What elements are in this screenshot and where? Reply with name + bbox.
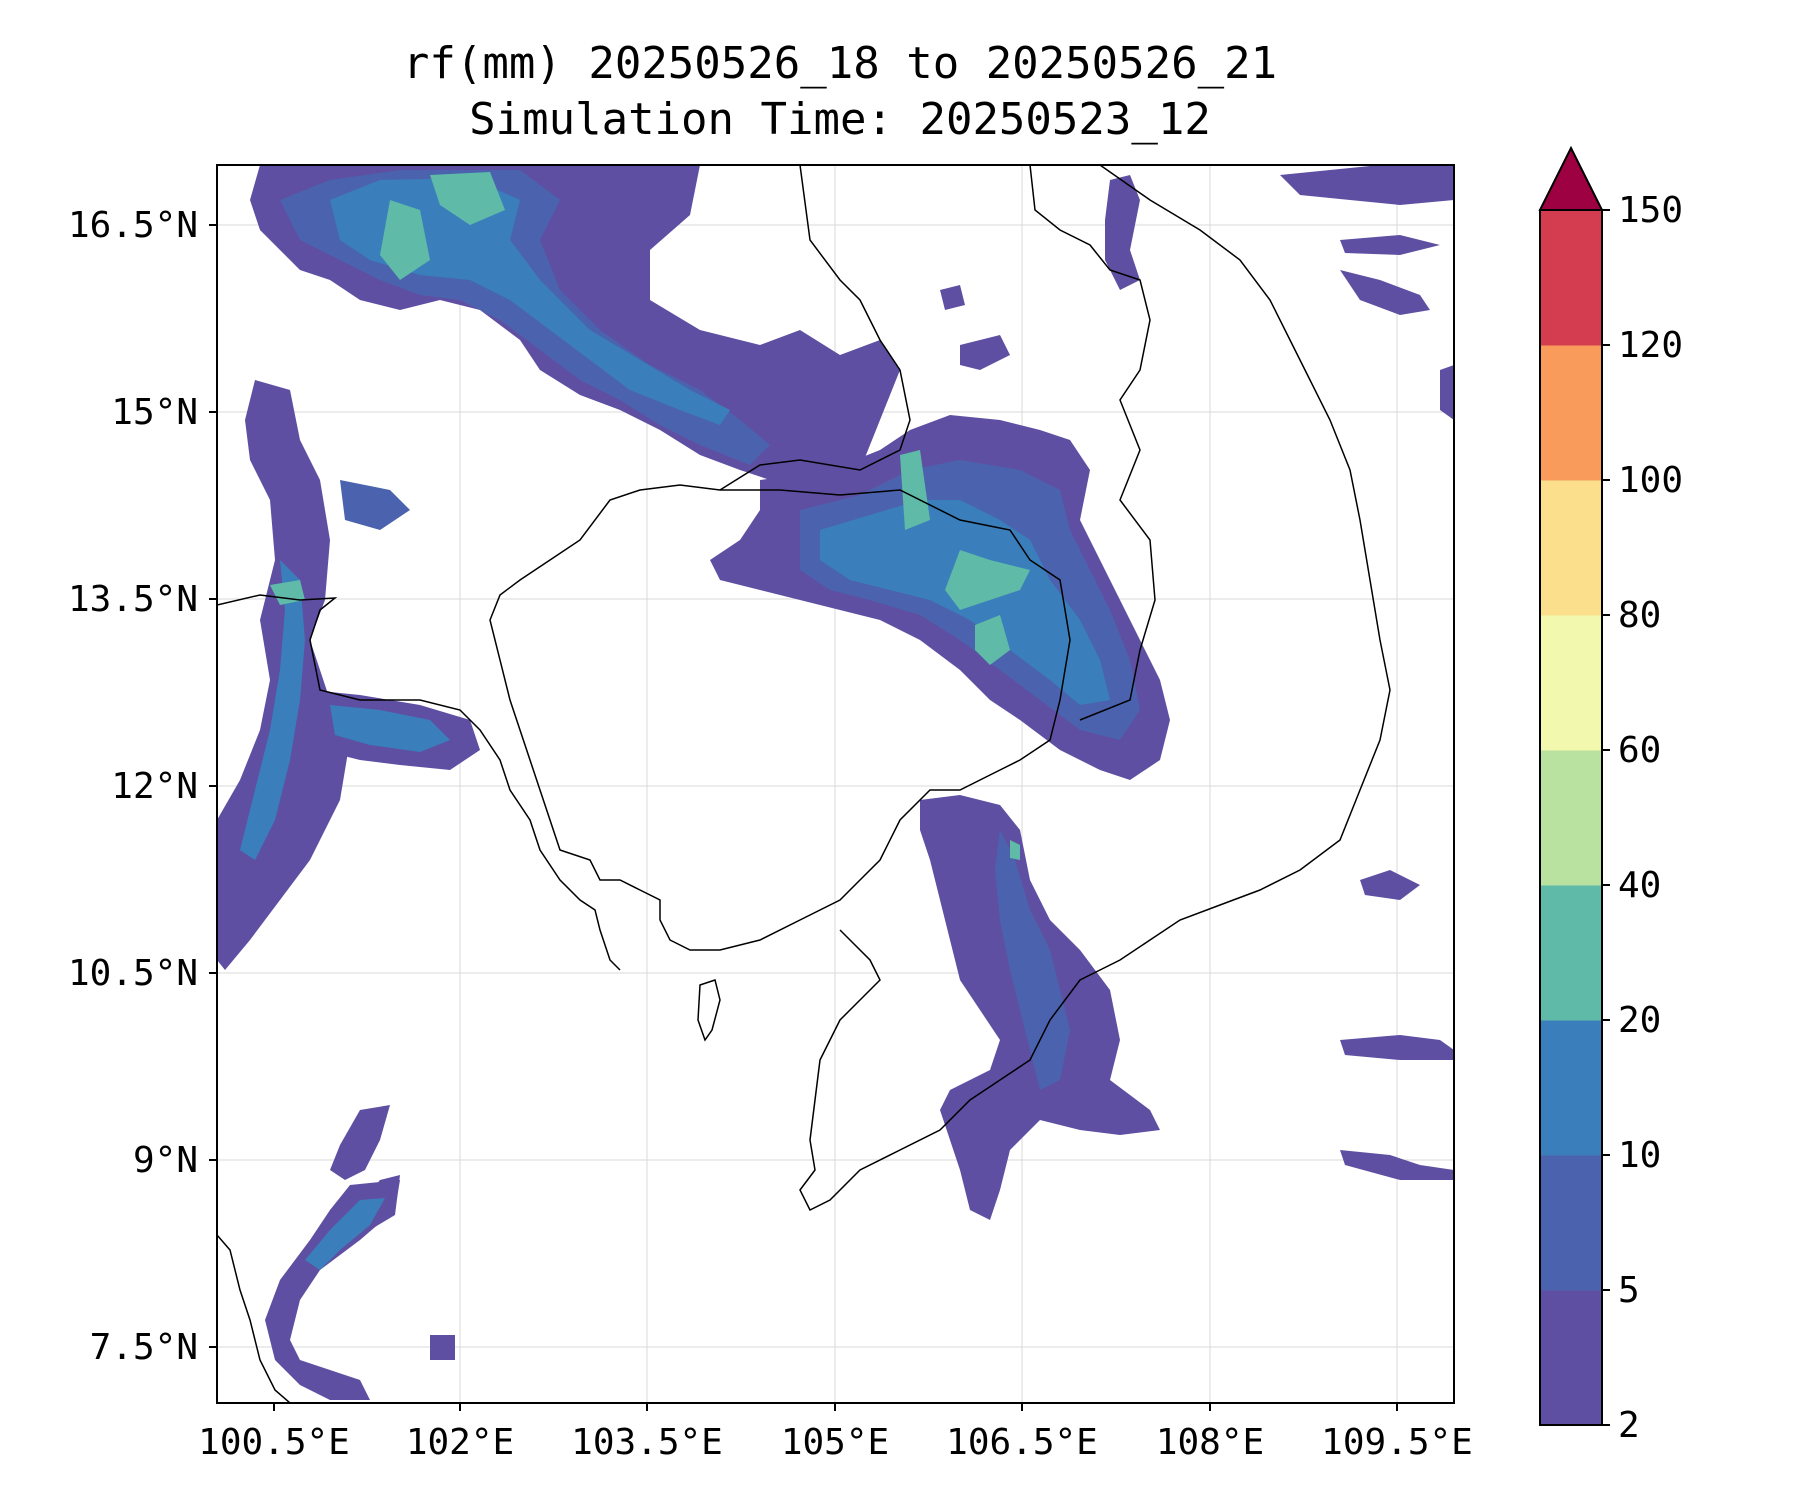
rain-region-east-2 bbox=[1340, 235, 1440, 255]
lon-label-106-5: 106.5°E bbox=[946, 1422, 1098, 1463]
malay-coast bbox=[217, 1234, 291, 1403]
colorbar-label-150: 150 bbox=[1618, 190, 1683, 231]
rain-region-east-7 bbox=[1340, 1150, 1454, 1180]
vietnam-coast bbox=[799, 165, 1391, 1212]
rain-region-south-central-mid bbox=[995, 830, 1070, 1090]
lat-label-15: 15°N bbox=[111, 392, 198, 433]
colorbar-bin-5-10 bbox=[1540, 1155, 1602, 1291]
colorbar-label-2: 2 bbox=[1618, 1405, 1640, 1446]
colorbar-outline bbox=[1539, 209, 1603, 1426]
rain-region-center-north bbox=[940, 285, 1010, 370]
lat-label-7-5: 7.5°N bbox=[90, 1327, 198, 1368]
lon-label-103-5: 103.5°E bbox=[571, 1422, 723, 1463]
cambodia-border bbox=[489, 484, 1071, 951]
rain-region-east-6 bbox=[1360, 870, 1420, 900]
colorbar-bin-10-20 bbox=[1540, 1020, 1602, 1156]
gulf-coast-west bbox=[217, 594, 621, 971]
colorbar-label-5: 5 bbox=[1618, 1270, 1640, 1311]
rain-region-northwest-core bbox=[330, 178, 730, 425]
rain-region-east-5 bbox=[1340, 1035, 1454, 1060]
rain-region-east-1 bbox=[1280, 165, 1454, 205]
map-panel: 100.5°E 102°E 103.5°E 105°E 106.5°E 108°… bbox=[68, 164, 1473, 1463]
colorbar-bin-20-40 bbox=[1540, 885, 1602, 1021]
rain-region-east-8 bbox=[1105, 175, 1140, 290]
lon-label-105: 105°E bbox=[781, 1422, 889, 1463]
laos-vietnam-border bbox=[1029, 165, 1156, 721]
lat-label-9: 9°N bbox=[133, 1140, 198, 1181]
lat-label-12: 12°N bbox=[111, 766, 198, 807]
lon-label-100-5: 100.5°E bbox=[198, 1422, 350, 1463]
rain-region-west-peak bbox=[270, 580, 305, 605]
map-title-line-1: rf(mm) 20250526_18 to 20250526_21 bbox=[403, 38, 1277, 89]
rain-region-southwest-3 bbox=[265, 1180, 400, 1400]
lat-label-10-5: 10.5°N bbox=[68, 953, 198, 994]
rain-region-central-east-peak bbox=[900, 450, 1030, 665]
rain-region-northwest-small bbox=[580, 170, 650, 225]
rain-region-west-coast-core bbox=[330, 705, 450, 752]
colorbar-bin-100-120 bbox=[1540, 345, 1602, 481]
colorbar-bin-40-60 bbox=[1540, 750, 1602, 886]
map-ticks bbox=[209, 224, 1398, 1411]
coastlines-and-borders bbox=[217, 165, 1391, 1403]
rain-region-west-strip-mid bbox=[240, 560, 305, 860]
colorbar-label-20: 20 bbox=[1618, 1000, 1661, 1041]
island-phu-quoc bbox=[697, 979, 721, 1042]
thailand-laos-border bbox=[719, 165, 911, 491]
rain-region-southwest-1 bbox=[330, 1105, 390, 1180]
rain-region-southwest-4 bbox=[430, 1335, 455, 1360]
colorbar-label-120: 120 bbox=[1618, 325, 1683, 366]
rain-region-east-4 bbox=[1440, 365, 1454, 420]
colorbar-bin-80-100 bbox=[1540, 480, 1602, 616]
rain-region-south-central-peak bbox=[1010, 840, 1020, 860]
colorbar-label-80: 80 bbox=[1618, 595, 1661, 636]
colorbar-label-10: 10 bbox=[1618, 1135, 1661, 1176]
colorbar-label-60: 60 bbox=[1618, 730, 1661, 771]
colorbar-bin-2-5 bbox=[1540, 1290, 1602, 1426]
rain-region-southwest-core bbox=[305, 1198, 385, 1270]
lon-label-108: 108°E bbox=[1156, 1422, 1264, 1463]
lon-label-102: 102°E bbox=[406, 1422, 514, 1463]
lat-label-13-5: 13.5°N bbox=[68, 579, 198, 620]
colorbar-bin-120-150 bbox=[1540, 210, 1602, 346]
map-title-line-2: Simulation Time: 20250523_12 bbox=[469, 94, 1211, 145]
colorbar-label-40: 40 bbox=[1618, 865, 1661, 906]
colorbar-extend-max-triangle bbox=[1538, 145, 1604, 211]
colorbar-label-100: 100 bbox=[1618, 460, 1683, 501]
rain-region-west-north bbox=[340, 480, 410, 530]
colorbar-bin-60-80 bbox=[1540, 615, 1602, 751]
lat-label-16-5: 16.5°N bbox=[68, 205, 198, 246]
rainfall-fields bbox=[217, 165, 1454, 1400]
rain-region-east-3 bbox=[1340, 270, 1430, 315]
rain-region-northwest-peak bbox=[380, 172, 505, 280]
lon-label-109-5: 109.5°E bbox=[1321, 1422, 1473, 1463]
colorbar: 2 5 10 20 40 60 80 100 120 150 bbox=[1538, 145, 1683, 1446]
